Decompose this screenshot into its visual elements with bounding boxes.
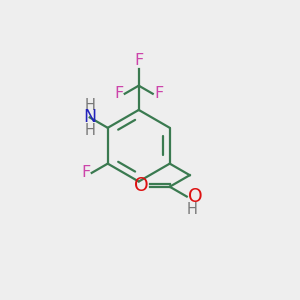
Text: O: O [188, 187, 203, 206]
Text: H: H [187, 202, 198, 217]
Text: F: F [114, 86, 124, 101]
Text: O: O [134, 176, 148, 195]
Text: F: F [154, 86, 163, 101]
Text: N: N [83, 108, 96, 126]
Text: H: H [84, 98, 95, 113]
Text: F: F [134, 53, 143, 68]
Text: F: F [81, 165, 91, 180]
Text: H: H [84, 122, 95, 137]
